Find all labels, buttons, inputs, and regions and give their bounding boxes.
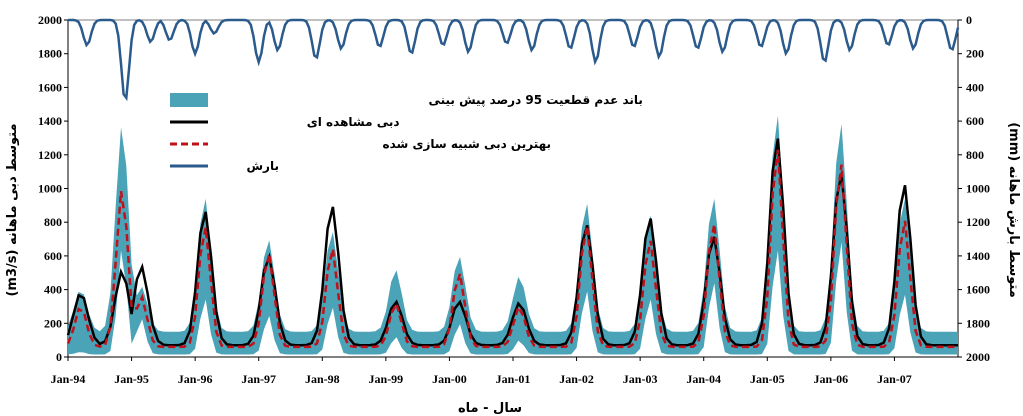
y-right-tick-label: 0 (966, 13, 972, 27)
y-right-tick-label: 2000 (966, 350, 990, 364)
uncertainty-band-area (68, 115, 958, 355)
x-tick-label: Jan-98 (305, 372, 340, 386)
legend-label-observed: دبی مشاهده ای (307, 115, 400, 129)
legend: باند عدم قطعیت 95 درصد پیش بینی دبی مشاهد… (170, 93, 643, 173)
legend-label-precip: بارش (246, 159, 278, 173)
y-left-tick-label: 1600 (38, 80, 62, 94)
x-tick-label: Jan-05 (750, 372, 785, 386)
y-right-tick-label: 400 (966, 80, 984, 94)
y-right-tick-label: 1200 (966, 215, 990, 229)
precipitation-series (68, 18, 960, 102)
observed-series (66, 138, 958, 347)
y-axis-right-title: متوسط بارش ماهانه (mm) (1006, 122, 1021, 298)
y-left-tick-label: 1400 (38, 114, 62, 128)
y-right-tick-label: 800 (966, 148, 984, 162)
y-left-tick-label: 0 (56, 350, 62, 364)
y-right-tick-label: 1600 (966, 283, 990, 297)
x-tick-label: Jan-02 (559, 372, 594, 386)
x-tick-label: Jan-99 (369, 372, 404, 386)
y-right-tick-label: 1800 (966, 316, 990, 330)
y-left-tick-label: 400 (44, 283, 62, 297)
simulated-series (66, 149, 958, 349)
y-left-tick-label: 800 (44, 215, 62, 229)
legend-label-simulated: بهترین دبی شبیه سازی شده (383, 137, 552, 151)
y-right-tick-label: 200 (966, 47, 984, 61)
y-right-tick-label: 1400 (966, 249, 990, 263)
y-left-tick-label: 1200 (38, 148, 62, 162)
x-tick-label: Jan-96 (178, 372, 213, 386)
y-left-tick-label: 2000 (38, 13, 62, 27)
y-left-tick-label: 600 (44, 249, 62, 263)
x-tick-label: Jan-04 (686, 372, 721, 386)
y-right-tick-label: 600 (966, 114, 984, 128)
x-tick-label: Jan-94 (51, 372, 86, 386)
observed-line (66, 138, 958, 347)
x-axis-title: سال - ماه (458, 401, 522, 416)
tick-labels: 0 200 400 600 800 1000 1200 1400 1600 1800 2000 0 20… (38, 13, 990, 386)
legend-label-band: باند عدم قطعیت 95 درصد پیش بینی (428, 93, 642, 108)
precipitation-line (68, 18, 960, 102)
x-tick-label: Jan-00 (432, 372, 467, 386)
x-tick-label: Jan-95 (114, 372, 149, 386)
uncertainty-band (68, 115, 958, 355)
y-right-tick-label: 1000 (966, 182, 990, 196)
legend-swatch-band (170, 93, 208, 107)
y-left-tick-label: 200 (44, 316, 62, 330)
x-tick-label: Jan-06 (814, 372, 849, 386)
y-left-tick-label: 1800 (38, 47, 62, 61)
y-axis-left-title: متوسط دبی ماهانه (m3/s) (5, 123, 20, 296)
x-tick-label: Jan-97 (241, 372, 276, 386)
y-left-tick-label: 1000 (38, 182, 62, 196)
x-tick-label: Jan-03 (623, 372, 658, 386)
simulated-line (66, 149, 958, 349)
x-tick-label: Jan-07 (877, 372, 912, 386)
x-tick-label: Jan-01 (496, 372, 531, 386)
